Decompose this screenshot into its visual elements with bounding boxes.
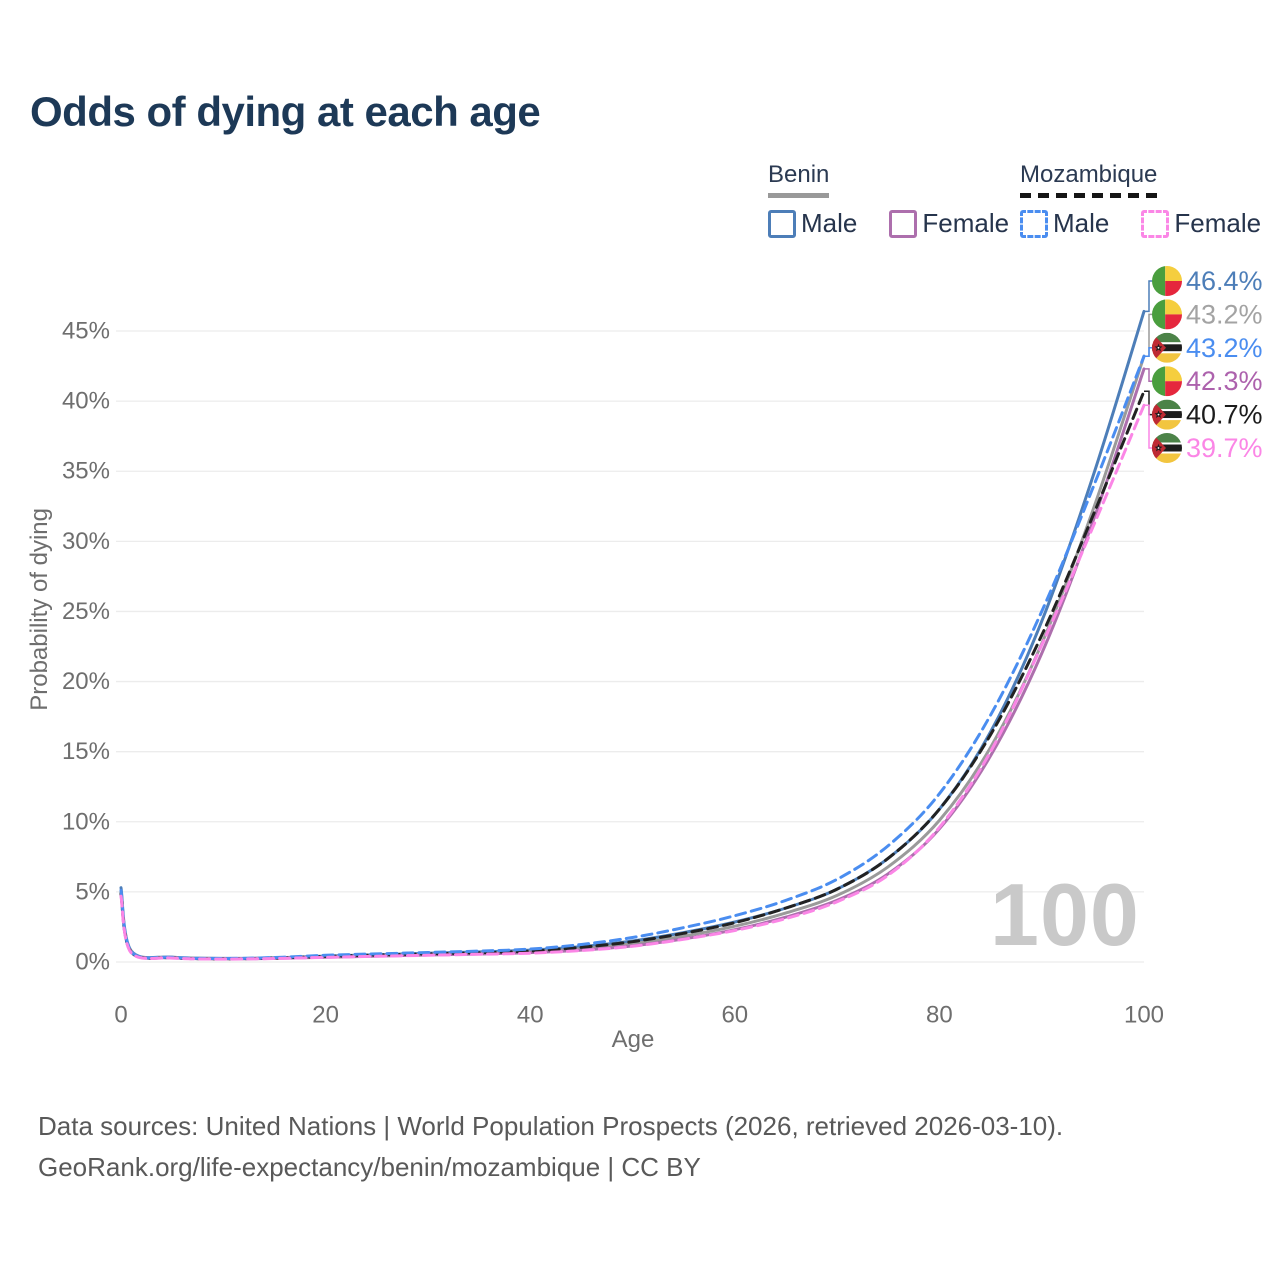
end-label-value-benin_male: 46.4% (1186, 266, 1263, 296)
benin-flag-icon (1152, 366, 1182, 396)
benin-female-swatch-icon (889, 209, 918, 238)
legend-group-mozambique: Mozambique Male Female (1020, 161, 1261, 239)
end-label-connector (1144, 347, 1153, 357)
x-tick-label: 40 (517, 1002, 544, 1029)
legend-mozambique-header: Mozambique (1020, 161, 1158, 198)
legend-mozambique-label: Mozambique (1020, 161, 1158, 188)
y-tick-label: 10% (62, 808, 110, 835)
mozambique-flag-icon (1152, 400, 1182, 430)
legend-item-mozambique-male[interactable]: Male (1020, 208, 1109, 239)
mozambique-female-swatch-icon (1141, 209, 1170, 238)
end-label-connector (1144, 368, 1153, 382)
watermark-age-100: 100 (990, 865, 1140, 964)
end-label-value-moz_male: 43.2% (1186, 333, 1263, 363)
y-tick-label: 25% (62, 598, 110, 625)
legend-item-benin-male[interactable]: Male (768, 208, 857, 239)
x-tick-label: 80 (926, 1002, 953, 1029)
series-line-moz_female (119, 403, 1146, 961)
mozambique-flag-icon (1152, 433, 1182, 463)
benin-male-swatch-icon (768, 209, 796, 238)
legend-benin-line-sample (768, 193, 830, 198)
legend-item-benin-female[interactable]: Female (889, 208, 1009, 239)
benin-flag-icon (1152, 266, 1182, 296)
mozambique-male-swatch-icon (1020, 209, 1048, 238)
y-tick-label: 5% (75, 878, 110, 905)
legend-item-label: Female (922, 208, 1010, 238)
legend-item-label: Female (1174, 208, 1262, 238)
end-label-connector (1144, 404, 1153, 449)
y-tick-label: 15% (62, 738, 110, 765)
footer-attribution: GeoRank.org/life-expectancy/benin/mozamb… (38, 1152, 701, 1182)
x-axis-title: Age (611, 1026, 655, 1053)
x-tick-label: 100 (1124, 1002, 1164, 1029)
legend-item-label: Male (801, 208, 858, 238)
end-label-value-moz_total: 40.7% (1186, 400, 1263, 430)
end-label-value-benin_total: 43.2% (1186, 299, 1263, 329)
x-tick-label: 20 (312, 1002, 339, 1029)
y-tick-label: 35% (62, 458, 110, 485)
legend-item-mozambique-female[interactable]: Female (1141, 208, 1261, 239)
legend-mozambique-line-sample (1020, 193, 1158, 198)
legend-item-label: Male (1053, 208, 1110, 238)
end-label-value-moz_female: 39.7% (1186, 433, 1263, 463)
y-tick-label: 30% (62, 528, 110, 555)
mozambique-flag-icon (1152, 333, 1182, 363)
footer-datasource: Data sources: United Nations | World Pop… (38, 1111, 1064, 1141)
footer: Data sources: United Nations | World Pop… (38, 1106, 1063, 1188)
end-label-connector (1144, 390, 1153, 416)
legend-benin-header: Benin (768, 161, 830, 198)
y-tick-label: 0% (75, 949, 110, 976)
end-label-connector (1144, 280, 1153, 313)
chart-title: Odds of dying at each age (30, 88, 541, 135)
series-line-benin_male (119, 309, 1146, 960)
y-tick-label: 40% (62, 388, 110, 415)
end-label-value-benin_female: 42.3% (1186, 366, 1263, 396)
x-tick-label: 60 (721, 1002, 748, 1029)
legend-group-benin: Benin Male Female (768, 161, 1009, 239)
y-tick-label: 20% (62, 668, 110, 695)
benin-flag-icon (1152, 299, 1182, 329)
x-tick-label: 0 (114, 1002, 127, 1029)
legend-benin-label: Benin (768, 161, 830, 188)
y-tick-label: 45% (62, 318, 110, 345)
